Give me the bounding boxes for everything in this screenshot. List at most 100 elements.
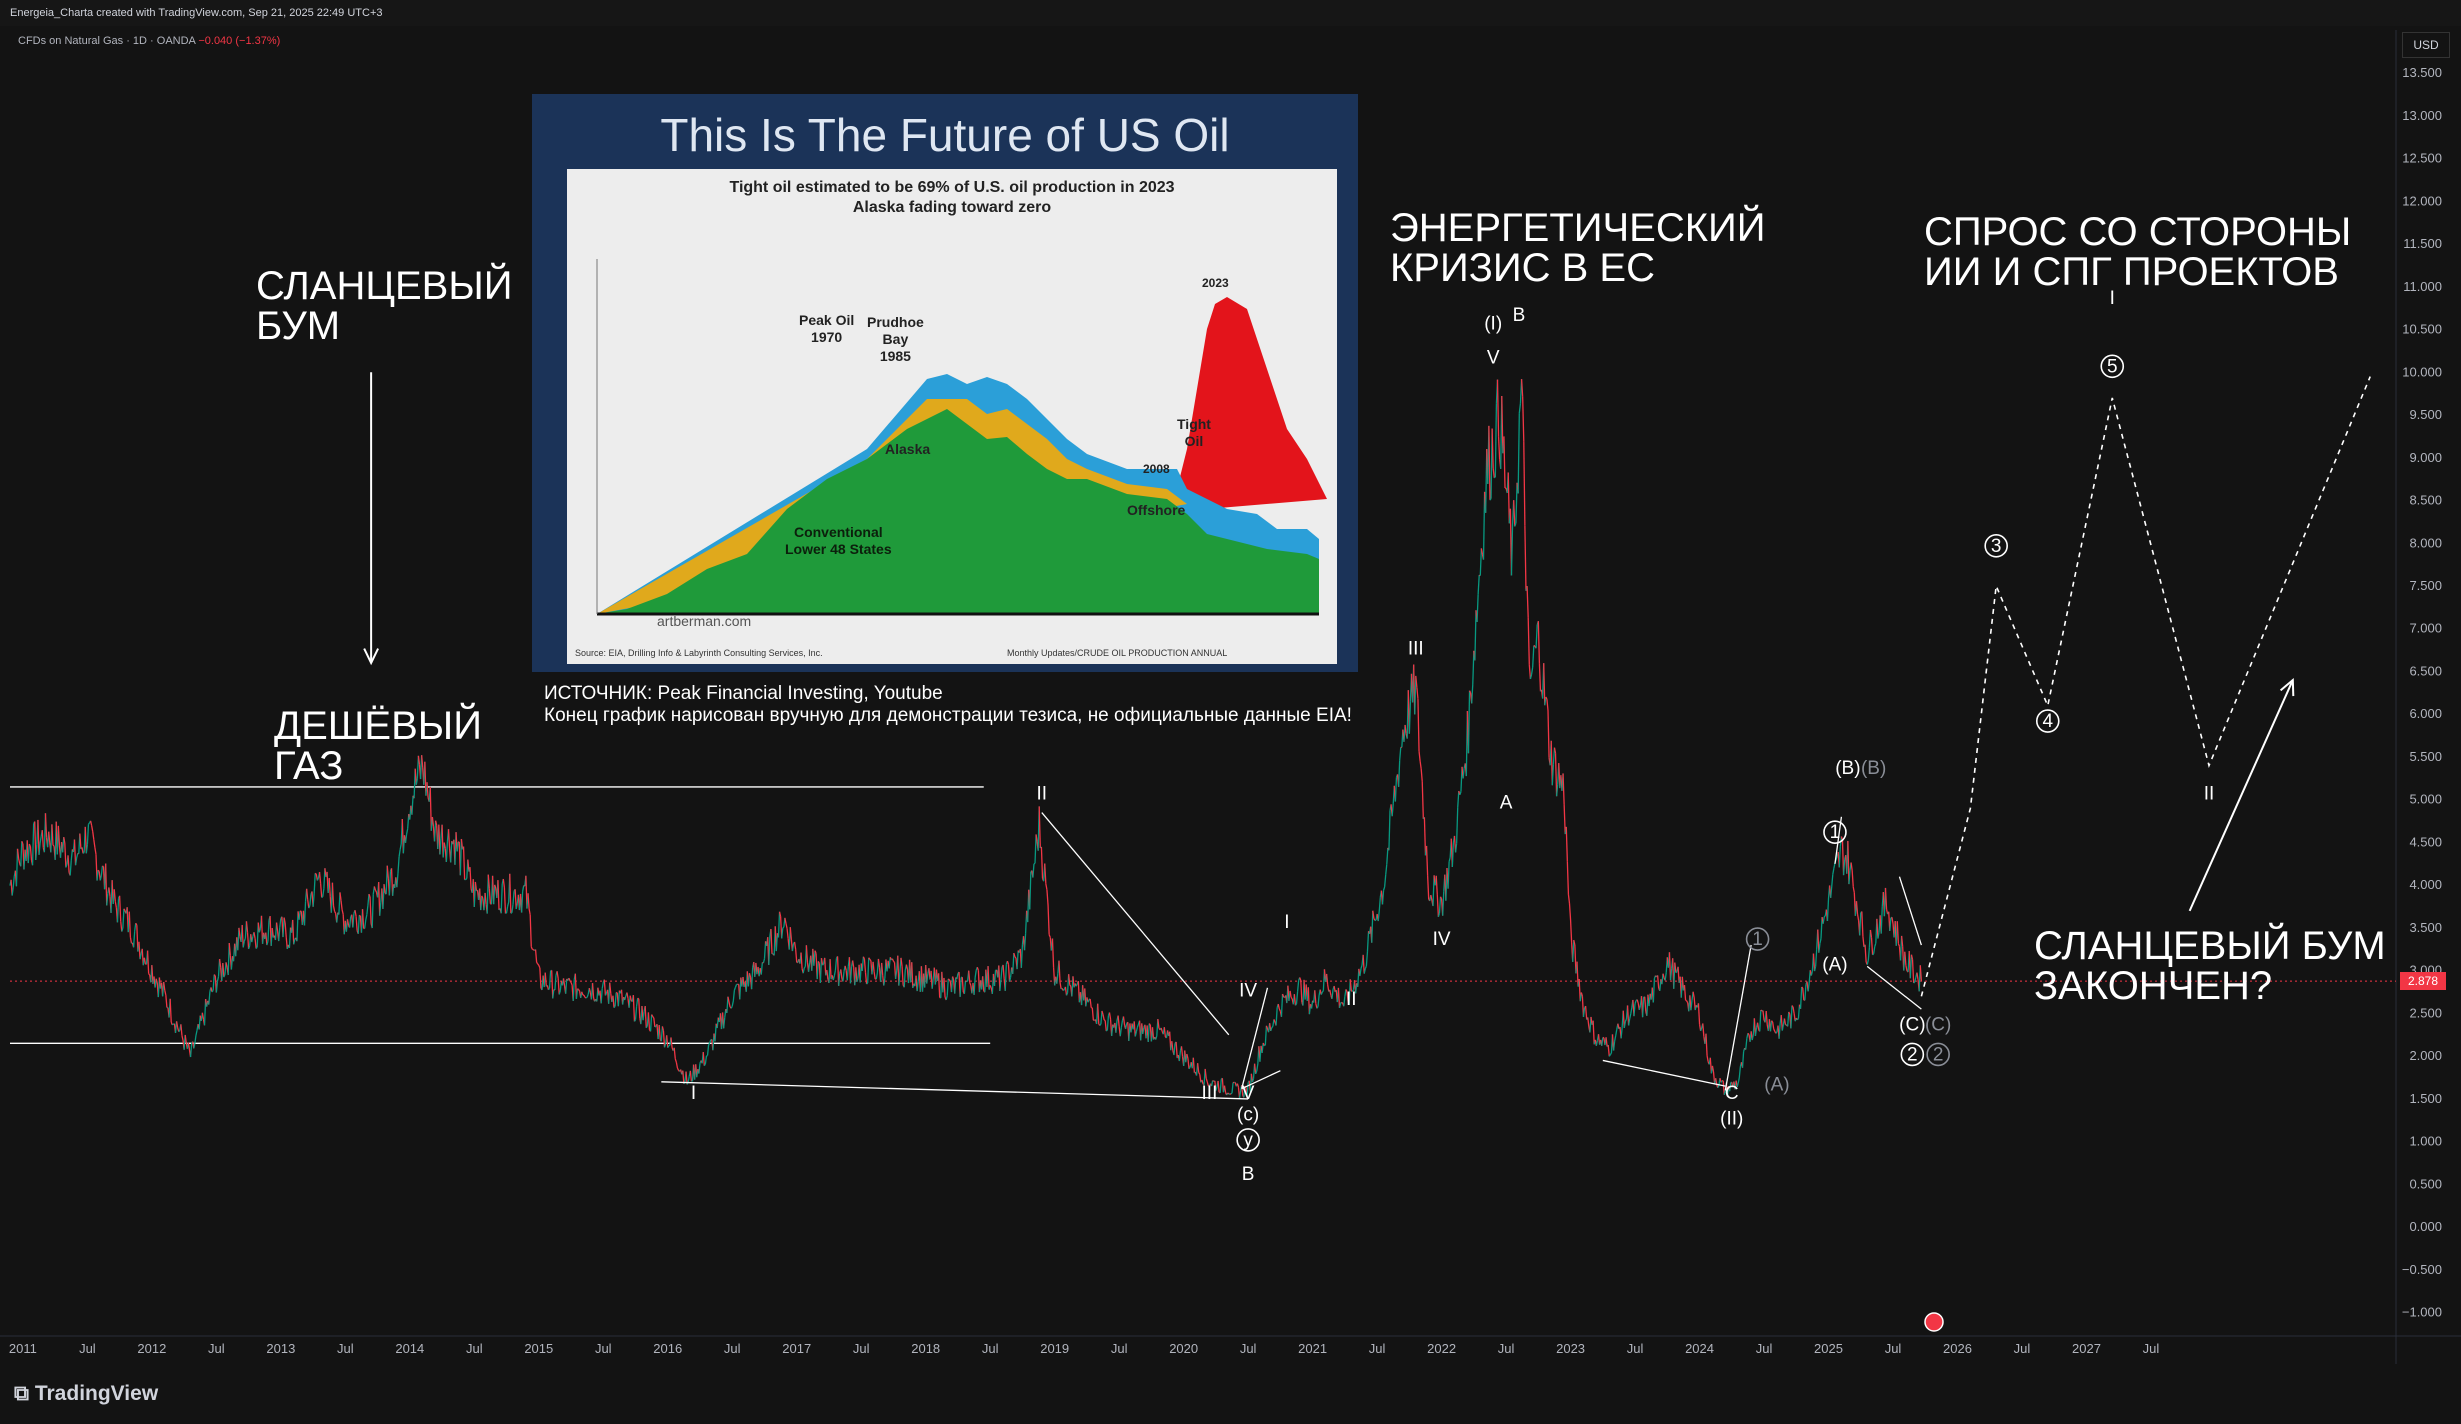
price-candle [901,966,904,985]
price-candle [284,922,287,938]
tradingview-logo[interactable]: ⧉ TradingView [14,1382,159,1405]
price-candle [426,782,429,798]
price-candle [1662,973,1665,978]
wave-label: 2 [1933,1044,1944,1065]
price-candle [1867,947,1871,961]
price-candle [1198,1072,1201,1075]
price-candle [1075,983,1078,987]
price-candle [551,970,554,999]
price-candle [348,916,352,928]
price-candle [1626,1005,1630,1026]
price-candle [1543,663,1546,706]
inset-label-prudhoe: Prudhoe Bay 1985 [867,314,924,364]
price-chart[interactable]: −1.000 −0.500 0.000 0.500 1.000 1.500 2.000 2.5… [0,0,2461,1364]
price-candle [175,1021,179,1028]
price-candle [1196,1063,1200,1073]
price-candle [254,938,257,949]
wave-label-circle [1823,820,1847,844]
price-candle [1791,1005,1794,1008]
price-candle [1099,1023,1102,1026]
price-candle [629,995,632,1001]
brand-name: TradingView [34,1382,159,1405]
price-candle [1278,1008,1281,1012]
price-candle [503,887,507,914]
price-candle [842,971,845,982]
arrow-head [363,648,379,666]
price-candle [556,971,559,979]
wave-label: IV [1239,980,1257,1001]
price-candle [316,877,320,881]
price-candle [1378,897,1381,912]
price-candle [1496,379,1500,437]
price-candle [1527,617,1530,665]
y-tick-label: −0.500 [2402,1262,2442,1277]
price-candle [429,786,432,831]
price-candle [1363,968,1366,974]
price-candle [266,941,269,946]
price-candle [1820,917,1823,939]
price-candle [283,917,286,924]
y-tick-label: 0.000 [2409,1219,2442,1234]
x-tick-label: 2021 [1298,1341,1327,1356]
price-candle [613,1005,616,1009]
price-candle [1538,663,1542,692]
price-candle [187,1042,191,1051]
price-candle [1351,990,1353,993]
price-candle [1000,967,1003,980]
price-candle [1325,973,1329,985]
projection-path [1920,376,2371,997]
price-candle [954,977,957,994]
price-candle [660,1026,664,1042]
price-candle [148,973,151,976]
price-candle [1810,970,1814,976]
price-candle [1204,1068,1207,1079]
price-candle [1293,994,1297,1006]
price-candle [583,994,586,998]
price-candle [386,865,389,879]
price-candle [1644,996,1647,1012]
price-candle [1333,985,1336,993]
price-candle [357,915,360,934]
price-candle [1822,916,1825,924]
price-candle [474,881,478,891]
price-candle [1537,621,1541,664]
trend-line [661,1081,1249,1100]
price-candle [1439,896,1443,900]
price-candle [1290,997,1293,1000]
price-candle [723,1017,726,1029]
x-tick-label: Jul [1111,1341,1128,1356]
price-candle [312,893,315,907]
price-candle [1545,696,1548,700]
price-candle [1813,966,1817,972]
x-tick-label: Jul [1756,1341,1773,1356]
price-candle [1491,428,1494,469]
price-candle [447,829,451,849]
price-candle [795,949,798,963]
price-candle [285,937,288,949]
price-candle [332,905,336,912]
price-candle [275,922,279,932]
price-candle [15,848,19,887]
price-candle [1573,939,1576,946]
price-candle [1850,862,1853,871]
wave-label: II [1346,989,1357,1010]
price-candle [1365,951,1369,967]
price-candle [1692,991,1695,998]
price-candle [1359,968,1362,977]
price-candle [371,894,374,929]
y-tick-label: 10.000 [2402,364,2442,379]
price-candle [888,957,891,969]
price-candle [1629,1013,1632,1019]
price-candle [637,997,640,1000]
price-candle [601,982,604,989]
symbol-legend[interactable]: CFDs on Natural Gas · 1D · OANDA −0.040 … [18,35,280,47]
price-candle [822,963,825,966]
price-candle [373,886,377,891]
currency-label[interactable]: USD [2402,32,2450,58]
price-candle [1435,875,1438,895]
x-tick-label: Jul [2014,1341,2031,1356]
price-candle [1013,952,1016,957]
y-tick-label: 8.500 [2409,493,2442,508]
price-candle [488,888,492,904]
trend-line [1724,944,1752,1091]
